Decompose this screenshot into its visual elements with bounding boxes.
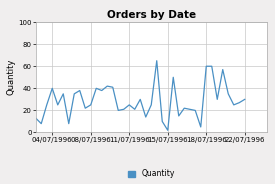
Y-axis label: Quantity: Quantity <box>6 59 15 95</box>
Title: Orders by Date: Orders by Date <box>107 10 196 20</box>
Legend: Quantity: Quantity <box>128 169 175 178</box>
